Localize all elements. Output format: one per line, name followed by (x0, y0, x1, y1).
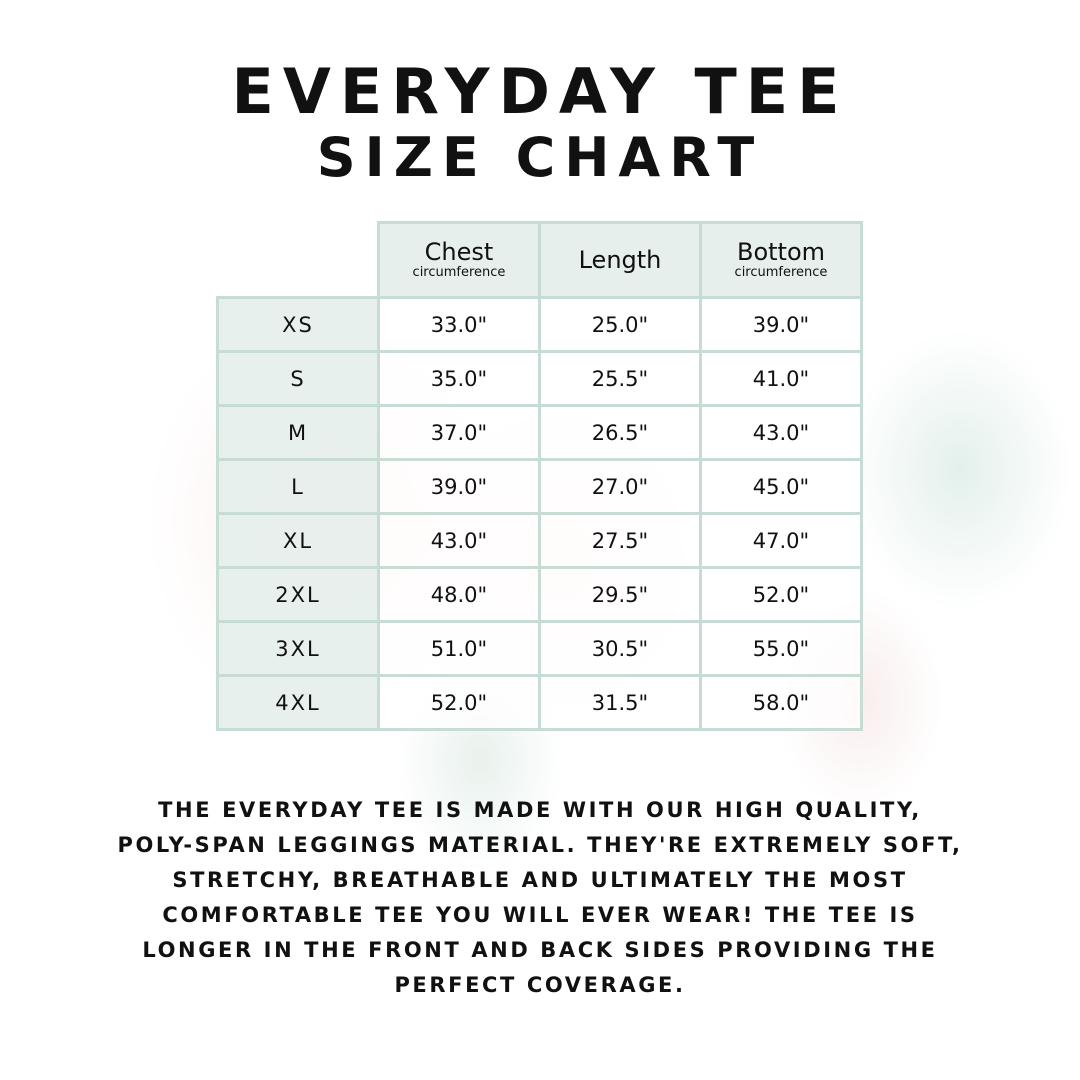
size-label: XL (216, 512, 380, 569)
size-label: 3XL (216, 620, 380, 677)
measurement-cell: 45.0" (699, 458, 863, 515)
header-row: Chest circumference Length Bottom circumfe… (218, 221, 863, 299)
size-label: M (216, 404, 380, 461)
measurement-cell: 58.0" (699, 674, 863, 731)
measurement-cell: 52.0" (699, 566, 863, 623)
header-bottom: Bottom circumference (699, 221, 863, 299)
measurement-cell: 51.0" (377, 620, 541, 677)
measurement-cell: 25.0" (538, 296, 702, 353)
table-row: L 39.0" 27.0" 45.0" (216, 458, 863, 515)
blank-corner (218, 223, 379, 298)
table-row: XS 33.0" 25.0" 39.0" (216, 296, 863, 353)
size-label: 4XL (216, 674, 380, 731)
measurement-cell: 39.0" (699, 296, 863, 353)
measurement-cell: 52.0" (377, 674, 541, 731)
size-label: L (216, 458, 380, 515)
table-row: S 35.0" 25.5" 41.0" (216, 350, 863, 407)
measurement-cell: 25.5" (538, 350, 702, 407)
header-chest: Chest circumference (377, 221, 541, 299)
description-line: POLY-SPAN LEGGINGS MATERIAL. THEY'RE EXT… (117, 833, 963, 857)
measurement-cell: 43.0" (377, 512, 541, 569)
header-length: Length (538, 221, 702, 299)
table-row: 3XL 51.0" 30.5" 55.0" (216, 620, 863, 677)
measurement-cell: 30.5" (538, 620, 702, 677)
measurement-cell: 55.0" (699, 620, 863, 677)
size-label: 2XL (216, 566, 380, 623)
table-row: XL 43.0" 27.5" 47.0" (216, 512, 863, 569)
measurement-cell: 31.5" (538, 674, 702, 731)
size-chart-table: Chest circumference Length Bottom circumfe… (216, 221, 863, 731)
description-line: PERFECT COVERAGE. (394, 973, 686, 997)
measurement-cell: 43.0" (699, 404, 863, 461)
page-title: EVERYDAY TEE (231, 55, 849, 128)
table-row: M 37.0" 26.5" 43.0" (216, 404, 863, 461)
measurement-cell: 47.0" (699, 512, 863, 569)
description: THE EVERYDAY TEE IS MADE WITH OUR HIGH Q… (0, 793, 1080, 1003)
measurement-cell: 29.5" (538, 566, 702, 623)
measurement-cell: 27.0" (538, 458, 702, 515)
measurement-cell: 27.5" (538, 512, 702, 569)
description-line: LONGER IN THE FRONT AND BACK SIDES PROVI… (142, 938, 938, 962)
measurement-cell: 35.0" (377, 350, 541, 407)
description-line: COMFORTABLE TEE YOU WILL EVER WEAR! THE … (162, 903, 918, 927)
description-line: THE EVERYDAY TEE IS MADE WITH OUR HIGH Q… (158, 798, 922, 822)
size-label: XS (216, 296, 380, 353)
measurement-cell: 37.0" (377, 404, 541, 461)
size-label: S (216, 350, 380, 407)
page-subtitle: SIZE CHART (316, 126, 764, 189)
measurement-cell: 33.0" (377, 296, 541, 353)
measurement-cell: 26.5" (538, 404, 702, 461)
table-row: 2XL 48.0" 29.5" 52.0" (216, 566, 863, 623)
measurement-cell: 39.0" (377, 458, 541, 515)
table-row: 4XL 52.0" 31.5" 58.0" (216, 674, 863, 731)
measurement-cell: 41.0" (699, 350, 863, 407)
description-line: STRETCHY, BREATHABLE AND ULTIMATELY THE … (172, 868, 908, 892)
measurement-cell: 48.0" (377, 566, 541, 623)
